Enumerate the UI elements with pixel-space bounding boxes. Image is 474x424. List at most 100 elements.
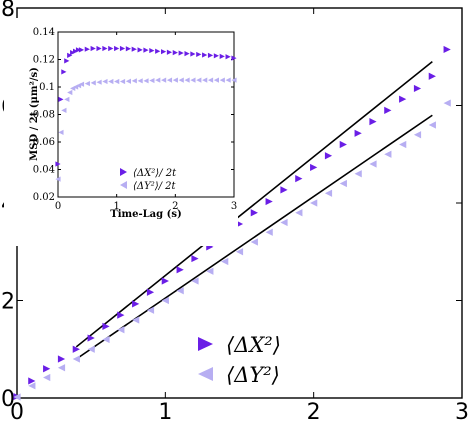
point-x [310,163,318,172]
inset-data-points [55,45,237,182]
fit-line [75,61,433,348]
point-x [399,95,407,103]
point-x [87,334,95,342]
point-x [137,47,143,53]
inset-legend-marker-x [120,168,127,176]
y-tick-label: 0.04 [33,165,55,176]
point-y [235,248,244,256]
point-x [72,345,80,353]
point-y [84,80,90,87]
point-x [443,45,451,54]
y-tick-label: 0.06 [33,137,55,148]
point-y [221,257,229,266]
point-y [399,140,407,149]
point-y [67,89,73,96]
point-x [219,53,225,59]
point-x [28,377,36,385]
point-y [324,189,333,197]
point-x [61,69,67,75]
point-y [108,78,114,85]
point-x [155,48,161,54]
point-y [161,77,167,83]
point-y [161,296,169,305]
point-x [250,209,258,217]
point-y [55,176,61,182]
inset-legend: ⟨ΔX²⟩/ 2t ⟨ΔY²⟩/ 2t [120,168,177,192]
x-tick-label: 1 [113,201,119,212]
main-legend-label-y: ⟨ΔY²⟩ [226,363,280,387]
point-y [155,77,161,83]
x-tick-label: 0 [55,201,61,212]
point-x [413,84,422,93]
point-y [225,77,231,83]
point-y [132,316,140,324]
point-y [58,129,64,135]
point-x [265,197,273,206]
point-y [166,77,173,83]
point-y [178,77,184,83]
point-y [339,179,347,188]
point-x [231,55,237,61]
point-y [87,345,95,353]
point-x [202,52,208,58]
y-tick-label: 0.12 [33,55,55,66]
x-tick-label: 3 [231,201,237,212]
point-x [354,129,362,137]
point-y [413,131,422,139]
point-x [131,46,137,52]
point-y [64,96,70,102]
point-y [443,99,451,107]
point-y [310,199,318,207]
point-x [172,50,178,56]
inset-legend-label-y: ⟨ΔY²⟩/ 2t [133,181,177,192]
point-y [72,355,80,363]
point-x [90,45,96,52]
point-x [384,106,392,114]
point-y [295,209,303,217]
point-x [146,288,155,296]
y-tick-label: 0.1 [39,82,55,93]
point-x [207,52,214,58]
point-x [96,45,102,52]
point-y [146,306,155,314]
x-tick-label: 1 [158,400,172,424]
point-y [43,373,51,382]
point-y [369,160,377,168]
point-y [428,121,436,129]
point-y [137,78,143,84]
point-x [213,53,219,59]
point-x [55,161,61,167]
point-x [132,300,140,308]
inset-y-axis-label: MSD / 2t (μm²/s) [29,67,40,161]
point-x [57,355,66,363]
point-x [102,322,110,330]
point-y [102,78,108,85]
point-x [119,45,126,52]
point-x [78,47,85,53]
point-y [196,77,202,83]
point-y [176,287,184,295]
point-y [184,77,190,83]
point-x [196,51,202,58]
point-y [125,78,131,84]
inset-ticks [57,31,235,198]
point-y [114,78,120,85]
x-tick-label: 2 [172,201,178,212]
point-y [191,277,199,285]
y-tick-label: 0 [1,387,15,412]
point-x [184,50,190,57]
inset-chart: 0 1 2 3 0.02 0.04 0.06 0.08 0.1 0.12 0.14 Time-Lag… [4,18,238,246]
point-y [384,150,392,158]
point-x [84,46,90,52]
point-x [166,49,173,55]
main-legend-marker-x [198,337,213,351]
y-tick-label: 0.02 [33,192,55,203]
point-x [102,45,108,52]
point-x [58,96,64,102]
point-y [90,80,96,86]
point-x [108,45,114,52]
point-y [280,218,288,227]
point-x [178,50,184,56]
point-y [219,77,225,83]
